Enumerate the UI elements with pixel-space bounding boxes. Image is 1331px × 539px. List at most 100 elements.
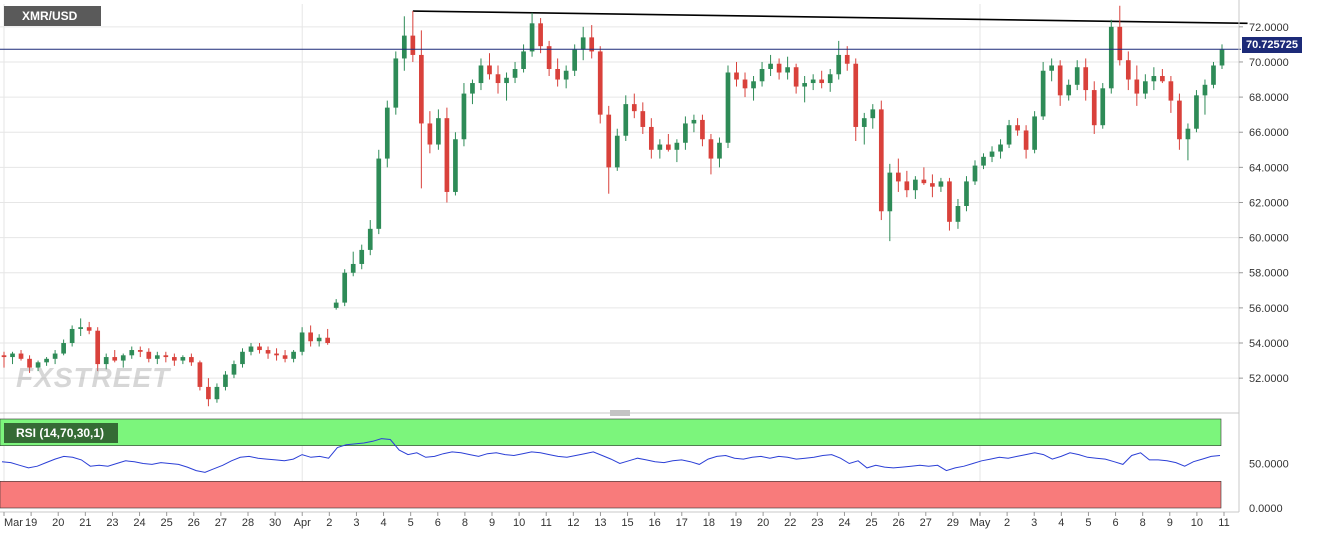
candle: [95, 327, 101, 372]
rsi-overbought-zone: [0, 418, 1222, 447]
candle: [930, 174, 935, 198]
candle: [512, 61, 518, 84]
candle-body: [529, 23, 535, 52]
candle: [410, 11, 416, 62]
candle-body: [342, 272, 348, 303]
candle-body: [1125, 60, 1131, 80]
candle-body: [572, 49, 578, 71]
candle: [470, 79, 475, 105]
candle-body: [419, 54, 424, 124]
candle-body: [521, 51, 526, 69]
candle: [1125, 51, 1131, 91]
date-tick-label: 16: [649, 517, 661, 529]
candle-body: [1177, 100, 1182, 140]
candle-body: [240, 351, 245, 365]
date-tick-label: 24: [838, 517, 850, 529]
price-tick-label: 68.0000: [1249, 92, 1289, 104]
candle-body: [453, 139, 458, 192]
candle-body: [751, 81, 756, 89]
date-tick-label: 19: [730, 517, 742, 529]
candle: [1160, 68, 1165, 84]
date-tick-label: 23: [106, 517, 118, 529]
candle: [333, 299, 339, 310]
resistance-trendline: [412, 10, 1248, 25]
candle: [44, 357, 49, 366]
candle: [1219, 44, 1225, 69]
candle: [725, 65, 731, 149]
candle-body: [1023, 130, 1029, 150]
candle-body: [623, 104, 629, 136]
candle-body: [1194, 95, 1199, 129]
candle: [878, 100, 884, 221]
candle: [810, 74, 816, 91]
candle: [708, 133, 714, 175]
candle-body: [1185, 128, 1191, 140]
date-tick-label: 29: [947, 517, 959, 529]
candle: [120, 353, 126, 368]
candle: [231, 360, 237, 379]
candle: [112, 350, 118, 363]
candle-body: [44, 358, 49, 363]
candle: [453, 132, 458, 196]
pane-resize-handle[interactable]: [610, 410, 630, 416]
candle: [870, 104, 876, 129]
candle: [299, 327, 305, 356]
candle-body: [810, 79, 816, 84]
candle-body: [836, 54, 842, 75]
candle-body: [1074, 67, 1080, 85]
candle: [342, 269, 348, 307]
candle: [1194, 90, 1199, 133]
trendline: [412, 10, 1248, 25]
candle-body: [1091, 90, 1097, 126]
candle: [981, 153, 986, 170]
date-tick-label: 25: [161, 517, 173, 529]
date-tick-label: 5: [408, 517, 414, 529]
rsi-indicator-badge[interactable]: RSI (14,70,30,1): [4, 423, 119, 443]
candle-body: [206, 386, 211, 400]
candle: [359, 244, 365, 270]
rsi-oversold-zone: [0, 480, 1222, 509]
candle-body: [921, 179, 927, 184]
candle-body: [265, 350, 271, 354]
rsi-tick-label: 50.0000: [1249, 459, 1289, 471]
candle: [1057, 60, 1063, 106]
candle-body: [172, 357, 177, 361]
date-tick-label: May: [970, 517, 991, 529]
rsi-series: [1, 438, 1221, 473]
candle-body: [1032, 116, 1037, 150]
candle-body: [1, 355, 7, 358]
candle-body: [930, 183, 935, 187]
candle: [1100, 83, 1106, 129]
candle-body: [538, 23, 543, 47]
candle: [154, 351, 160, 365]
candle-body: [589, 37, 595, 52]
candle-body: [776, 63, 782, 73]
candle: [248, 343, 254, 356]
candle-body: [1134, 79, 1140, 94]
date-tick-label: 21: [79, 517, 91, 529]
candle: [759, 61, 765, 87]
symbol-badge[interactable]: XMR/USD: [4, 6, 102, 26]
candle-body: [1117, 26, 1123, 61]
candle-body: [1219, 49, 1225, 66]
candle-body: [291, 351, 296, 359]
candle: [529, 12, 535, 57]
candle-body: [410, 35, 416, 55]
candle: [163, 351, 169, 363]
candle-body: [180, 357, 186, 361]
date-tick-label: 3: [353, 517, 359, 529]
candle: [487, 53, 492, 80]
candle: [367, 220, 373, 256]
candle: [137, 346, 143, 358]
candle: [1074, 60, 1080, 91]
candle: [282, 350, 288, 363]
date-tick-label: 17: [676, 517, 688, 529]
candle: [785, 56, 790, 80]
date-tick-label: 26: [893, 517, 905, 529]
candle-body: [18, 353, 24, 359]
candle: [444, 107, 450, 203]
candle-body: [878, 109, 884, 212]
candle-body: [904, 181, 910, 191]
